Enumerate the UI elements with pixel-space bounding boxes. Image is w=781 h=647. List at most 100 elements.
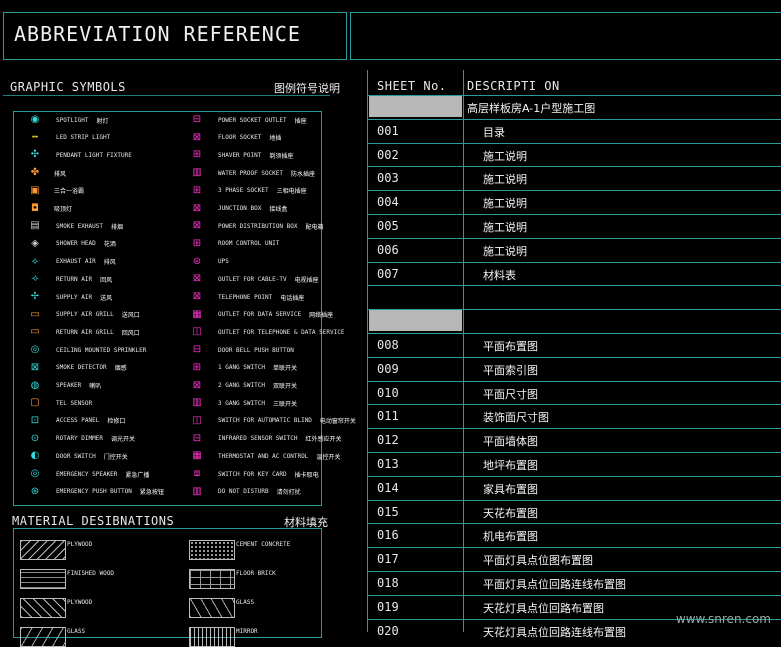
symbol-label: EXHAUST AIR [56,258,96,266]
sheet-number: 013 [377,457,399,471]
sheet-number: 018 [377,576,399,590]
sheet-description: 施工说明 [483,244,527,258]
symbol-label: ACCESS PANEL [56,417,100,425]
symbol-label-cn: 单联开关 [272,365,297,373]
table-row-divider [367,237,781,239]
symbol-label: FLOOR SOCKET [218,134,262,142]
symbol-label-cn: 紧急广播 [125,471,150,479]
page-title: ABBREVIATION REFERENCE [14,22,301,46]
junction-box-icon: ⊠ [192,202,202,214]
symbol-label-cn: 红外感应开关 [305,436,342,444]
material-swatch [20,540,66,560]
symbol-row: ◍ SPEAKER 喇叭 [24,379,102,393]
sheet-description: 施工说明 [483,173,527,187]
symbol-label-cn: 喇叭 [89,383,102,390]
material-swatch [189,598,235,618]
table-row-divider [367,499,781,501]
sheet-number: 007 [377,266,399,281]
symbol-label: CEILING MOUNTED SPRINKLER [56,346,147,354]
sheet-number: 008 [377,338,399,352]
symbol-label: SMOKE DETECTOR [56,364,107,372]
symbol-label: SPEAKER [56,382,82,389]
material-swatch [20,569,66,589]
symbol-label-cn: 电动窗帘开关 [319,418,356,426]
symbol-row: ⟡ EXHAUST AIR 排风 [24,255,116,269]
symbol-row: ⊛ EMERGENCY PUSH BUTTON 紧急按钮 [24,485,164,499]
symbol-row: ⊟ DOOR BELL PUSH BUTTON [186,343,294,357]
symbol-label-cn: 回风口 [121,329,140,337]
three-phase-icon: ⊞ [192,184,202,196]
graphic-symbols-frame [13,111,322,506]
symbol-row: ⊟ INFRARED SENSOR SWITCH 红外感应开关 [186,432,342,446]
tel-sensor-icon: ▢ [30,397,40,409]
symbol-label-cn: 请勿打扰 [276,489,301,497]
symbol-row: ⊠ 2 GANG SWITCH 双联开关 [186,379,297,393]
led-strip-icon: ┅ [31,131,39,143]
symbol-row: ◎ EMERGENCY SPEAKER 紧急广播 [24,467,150,481]
table-row-divider [367,285,781,287]
table-row-divider [367,428,781,430]
symbol-label-cn: 温控开关 [316,453,341,461]
symbol-label: SUPPLY AIR GRILL [56,311,114,319]
symbol-row: ✤ 排风 [24,166,66,180]
symbol-label-cn: 三联开关 [272,400,297,408]
sheet-number: 006 [377,242,399,257]
sheet-description: 目录 [483,125,505,139]
symbol-label-cn: 电视插座 [294,276,319,284]
sheet-number: 002 [377,147,399,162]
symbol-label-cn: 花洒 [103,241,116,249]
symbol-row: ▭ RETURN AIR GRILL 回风口 [24,325,140,339]
symbol-row: ▥ WATER PROOF SOCKET 防水插座 [186,166,315,180]
sheet-number: 017 [377,552,399,567]
title-frame [3,12,347,60]
door-switch-icon: ◐ [30,450,40,462]
fan-icon: ✤ [30,167,40,179]
sheet-description: 天花灯具点位回路布置图 [483,601,604,615]
sheet-description: 平面灯具点位回路连线布置图 [483,578,626,591]
material-swatch [20,598,66,618]
table-row-divider [367,95,781,96]
symbol-label: 3 GANG SWITCH [218,399,265,407]
symbol-label-cn: 紧急按钮 [139,489,164,497]
divider [3,95,330,96]
table-row-divider [367,523,781,525]
symbol-row: ⟢ RETURN AIR 回风 [24,272,112,286]
symbol-label: 3 PHASE SOCKET [218,187,269,195]
symbol-label: DOOR BELL PUSH BUTTON [218,346,294,354]
table-row-divider [367,333,781,334]
material-label: CEMENT CONCRETE [236,541,291,548]
group-header-cell [369,310,462,332]
dnd-icon: ▥ [192,485,202,497]
symbol-row: ▢ TEL SENSOR [24,396,92,410]
symbol-row: ⊠ POWER DISTRIBUTION BOX 配电箱 [186,219,324,233]
symbol-label-cn: 检修口 [107,418,126,426]
pendant-light-icon: ✣ [30,149,40,161]
symbol-row: ▣ 三合一浴霸 [24,184,84,198]
emergency-speaker-icon: ◎ [30,468,40,479]
symbol-row: ◫ SWITCH FOR AUTOMATIC BLIND 电动窗帘开关 [186,414,356,428]
symbol-label: SWITCH FOR AUTOMATIC BLIND [218,417,312,425]
floor-socket-icon: ⊠ [192,131,202,143]
table-row-divider [367,404,781,406]
tel-data-icon: ◫ [192,326,202,338]
symbol-row: ⊠ SMOKE DETECTOR 烟感 [24,361,127,375]
sheet-number: 001 [377,123,399,138]
sheet-description: 家具布置图 [483,482,538,496]
table-left-border [367,70,368,632]
symbol-row: ⊠ OUTLET FOR CABLE-TV 电视插座 [186,272,319,286]
rotary-dimmer-icon: ⊙ [30,432,40,444]
col-header-sheet: SHEET No. [377,79,447,93]
sheet-description: 天花布置图 [483,506,538,520]
sheet-number: 014 [377,480,399,495]
symbol-row: ⊟ POWER SOCKET OUTLET 插座 [186,113,307,127]
symbol-label: OUTLET FOR CABLE-TV [218,275,287,283]
graphic-symbols-heading: GRAPHIC SYMBOLS [10,80,126,94]
table-row-divider [367,594,781,596]
symbol-label-cn: 门控开关 [103,453,128,461]
exhaust-air-icon: ⟡ [31,255,39,267]
two-gang-icon: ⊠ [192,379,202,391]
supply-grill-icon: ▭ [30,308,40,320]
table-row-divider [367,547,781,549]
table-row-divider [367,571,781,572]
sheet-description: 平面灯具点位图布置图 [483,554,593,568]
